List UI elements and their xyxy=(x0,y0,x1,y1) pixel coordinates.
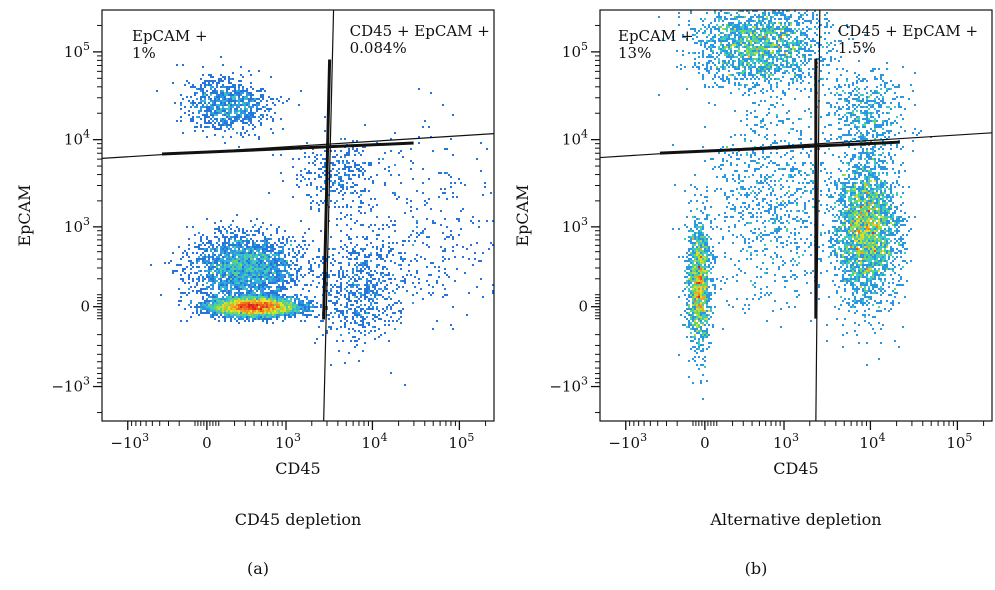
y-tick-label: 0 xyxy=(80,298,90,316)
panel-b-svg: −103 0 103 104 105 −103 0 103 104 105 EpCAM +13% CD… xyxy=(513,8,994,578)
quadrant-gate[interactable] xyxy=(598,8,994,423)
plot-frame xyxy=(599,9,993,422)
x-axis-title: CD45 xyxy=(773,459,818,478)
x-tick-label: 105 xyxy=(946,431,972,452)
y-tick-label: 105 xyxy=(562,40,588,61)
x-tick-label: 103 xyxy=(275,431,301,452)
gate-label-epcam-pos: EpCAM +13% xyxy=(618,27,694,62)
panel-subtitle: Alternative depletion xyxy=(709,510,881,529)
gate-label-cd45-epcam-pos: CD45 + EpCAM +0.084% xyxy=(350,22,490,57)
y-axis-title: EpCAM xyxy=(513,184,532,246)
y-tick-label: −103 xyxy=(51,375,90,396)
gate-label-cd45-epcam-pos: CD45 + EpCAM +1.5% xyxy=(838,22,978,57)
y-axis-title: EpCAM xyxy=(15,184,34,246)
x-tick-label: −103 xyxy=(608,431,647,452)
x-tick-label: −103 xyxy=(110,431,149,452)
y-tick-label: 0 xyxy=(578,298,588,316)
plot-frame xyxy=(101,9,495,422)
panel-b: −103 0 103 104 105 −103 0 103 104 105 EpCAM +13% CD… xyxy=(498,0,995,590)
x-tick-label: 104 xyxy=(361,431,387,452)
density-cloud xyxy=(658,10,932,400)
x-tick-label: 105 xyxy=(448,431,474,452)
quadrant-gate[interactable] xyxy=(100,8,496,423)
x-tick-label: 0 xyxy=(202,434,212,452)
y-tick-label: −103 xyxy=(549,375,588,396)
gate-label-epcam-pos: EpCAM +1% xyxy=(132,27,208,62)
y-tick-label: 105 xyxy=(64,40,90,61)
density-cloud xyxy=(150,56,494,386)
panel-label: (a) xyxy=(247,559,269,578)
panel-label: (b) xyxy=(745,559,768,578)
x-tick-label: 104 xyxy=(859,431,885,452)
panel-subtitle: CD45 depletion xyxy=(235,510,362,529)
x-axis-title: CD45 xyxy=(275,459,320,478)
y-tick-label: 103 xyxy=(562,215,588,236)
y-tick-label: 103 xyxy=(64,215,90,236)
y-tick-label: 104 xyxy=(562,128,588,149)
x-tick-label: 0 xyxy=(700,434,710,452)
x-tick-label: 103 xyxy=(773,431,799,452)
panel-a: −103 0 103 104 105 −103 0 103 104 105 EpCAM +1% CD4… xyxy=(0,0,497,590)
panel-a-svg: −103 0 103 104 105 −103 0 103 104 105 EpCAM +1% CD4… xyxy=(15,8,496,578)
y-tick-label: 104 xyxy=(64,128,90,149)
